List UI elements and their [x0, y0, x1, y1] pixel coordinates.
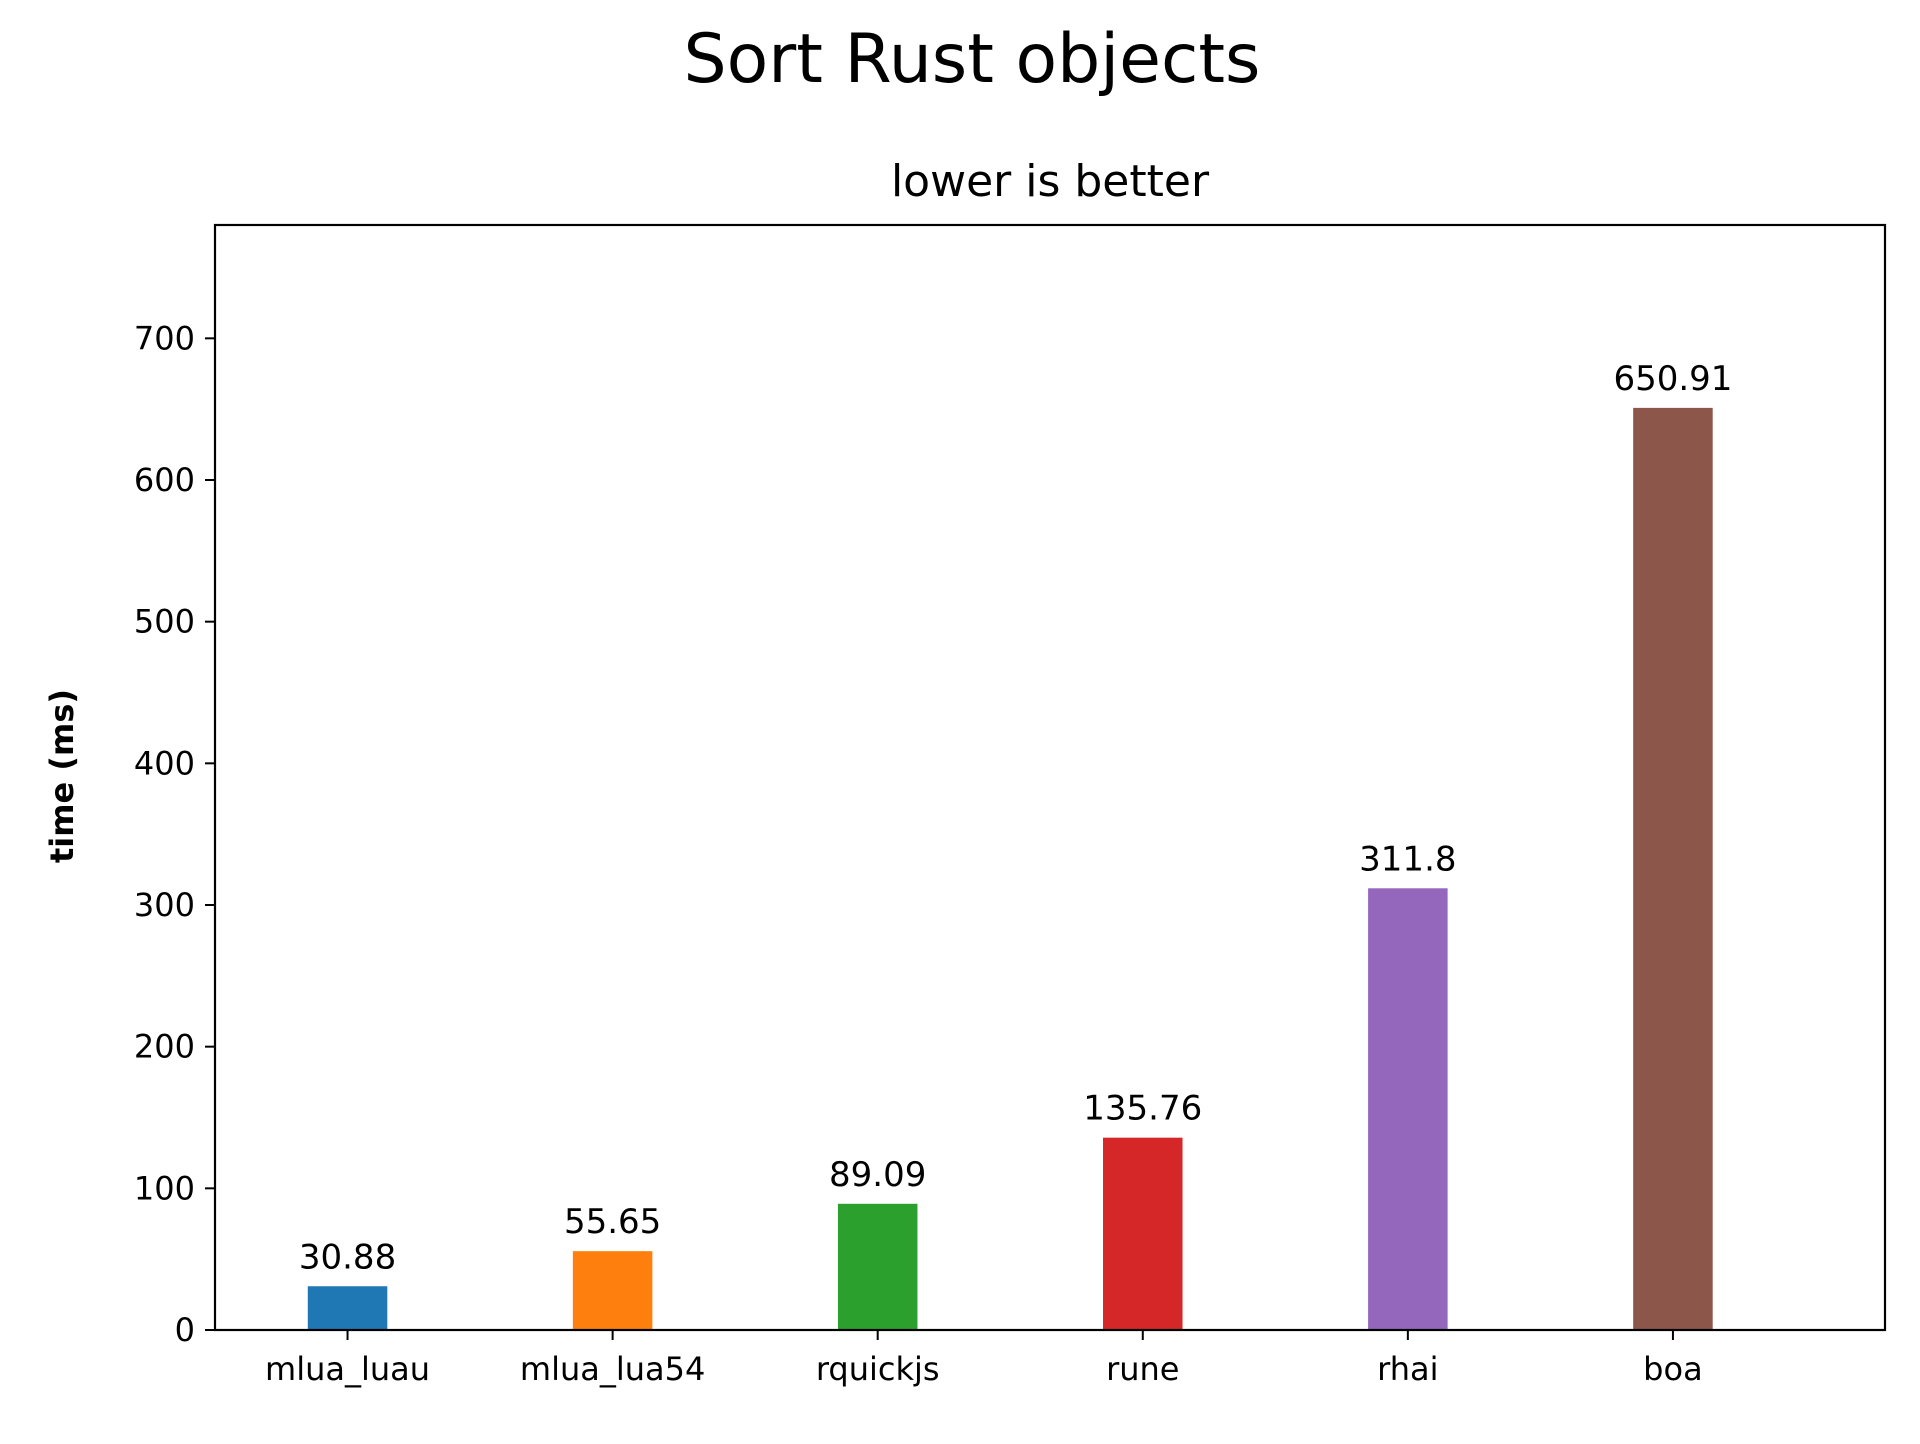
data-label-mlua-luau: 30.88 — [299, 1237, 396, 1277]
chart-title: Sort Rust objects — [684, 20, 1261, 99]
y-tick-label: 0 — [175, 1311, 195, 1349]
chart-subtitle: lower is better — [891, 156, 1210, 207]
y-axis-label: time (ms) — [43, 689, 81, 863]
y-tick-label: 200 — [134, 1028, 195, 1066]
bar-boa — [1633, 407, 1713, 1330]
y-tick-label: 600 — [134, 461, 195, 499]
y-axis: 0 100 200 300 400 500 600 700 — [134, 319, 215, 1349]
x-tick-label: mlua_lua54 — [520, 1350, 705, 1388]
y-tick-label: 100 — [134, 1169, 195, 1207]
plot-frame — [213, 223, 1887, 1332]
data-labels-layer: 30.88 55.65 89.09 135.76 311.8 650.91 — [299, 359, 1733, 1277]
y-tick-label: 700 — [134, 319, 195, 357]
x-tick-label: rhai — [1377, 1350, 1438, 1388]
bar-rune — [1103, 1137, 1183, 1330]
data-label-boa: 650.91 — [1613, 359, 1732, 399]
x-tick-label: mlua_luau — [265, 1350, 430, 1388]
bars-layer — [307, 407, 1713, 1330]
bar-rhai — [1368, 888, 1448, 1330]
bar-mlua-luau — [307, 1286, 388, 1330]
data-label-rune: 135.76 — [1083, 1089, 1202, 1129]
data-label-rhai: 311.8 — [1359, 839, 1456, 879]
data-label-mlua-lua54: 55.65 — [564, 1202, 661, 1242]
x-tick-label: boa — [1643, 1350, 1703, 1388]
y-tick-label: 300 — [134, 886, 195, 924]
bar-mlua-lua54 — [572, 1251, 653, 1330]
x-tick-label: rune — [1106, 1350, 1179, 1388]
x-tick-label: rquickjs — [816, 1350, 940, 1388]
x-axis: mlua_luau mlua_lua54 rquickjs rune rhai boa — [265, 1330, 1703, 1388]
data-label-rquickjs: 89.09 — [829, 1155, 926, 1195]
bar-rquickjs — [837, 1203, 918, 1330]
y-tick-label: 400 — [134, 744, 195, 782]
y-tick-label: 500 — [134, 603, 195, 641]
